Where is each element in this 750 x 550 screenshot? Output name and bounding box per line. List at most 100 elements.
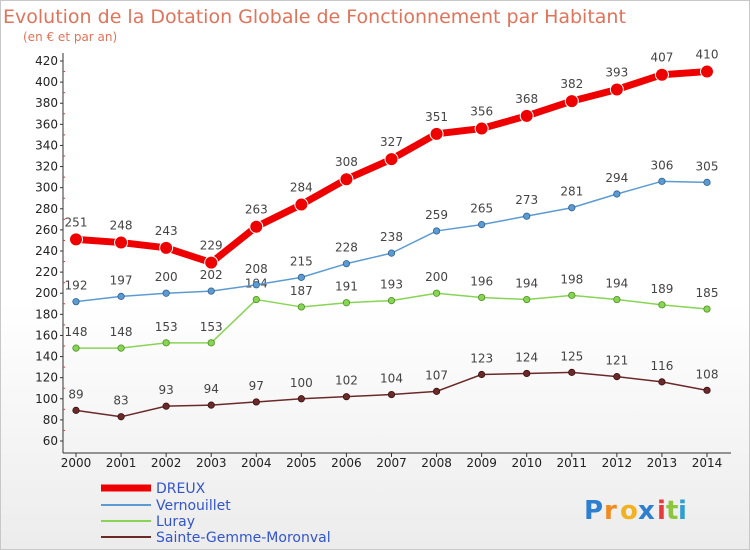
data-point [478,221,486,229]
data-label: 407 [650,51,673,65]
y-tick-label: 240 [35,244,58,258]
data-point [703,305,711,313]
logo-letter: x [638,496,655,526]
data-label: 121 [605,354,628,368]
data-point [609,82,624,97]
data-point [339,172,354,187]
data-label: 185 [696,286,719,300]
data-label: 153 [155,320,178,334]
data-point [249,219,264,234]
data-point [252,295,260,304]
data-point [654,67,669,82]
data-label: 251 [65,215,88,229]
data-point [523,212,531,220]
data-point [700,64,714,79]
data-point [207,401,215,409]
logo-letter: i [678,496,687,526]
data-point [523,295,531,304]
data-label: 410 [696,48,719,62]
data-point [658,301,666,309]
data-label: 102 [335,374,358,388]
data-point [114,235,129,250]
data-point [117,413,125,421]
x-tick-label: 2012 [602,456,633,470]
data-label: 294 [605,171,628,185]
data-point [568,291,576,299]
logo-letter: o [620,496,638,526]
data-point [297,303,305,311]
data-label: 194 [515,277,538,291]
x-tick-label: 2006 [331,456,362,470]
data-label: 306 [650,158,673,172]
y-tick-label: 140 [35,350,58,364]
axes: 60 80 100 120 140 160 180 200 220 240 260 280 300 320… [35,53,731,470]
data-point [384,152,399,167]
data-point [613,190,621,198]
x-tick-label: 2003 [196,456,227,470]
data-point [523,369,531,378]
data-point [478,293,486,302]
data-label: 248 [110,219,133,233]
data-label: 153 [200,320,223,334]
data-label: 89 [68,387,83,401]
x-tick-label: 2004 [241,456,272,470]
data-label: 123 [470,352,493,366]
plot-area: 89 83 93 94 97 100 102 104 107 123 124 125 121 116 108… [65,48,719,421]
data-point [387,297,396,305]
x-tick-label: 2005 [286,456,317,470]
data-label: 94 [204,382,219,396]
data-point [117,292,125,300]
data-label: 93 [159,383,174,397]
data-point [387,390,396,399]
data-label: 273 [515,193,538,207]
data-point [613,373,621,381]
data-point [252,398,260,406]
data-point [432,227,441,235]
data-point [429,126,444,141]
data-label: 197 [110,273,133,287]
data-point [568,368,576,376]
data-point [658,378,666,386]
logo-letter: t [666,496,678,526]
data-label: 215 [290,254,313,268]
data-label: 327 [380,135,403,149]
data-point [432,289,441,297]
data-label: 198 [560,272,583,286]
y-tick-label: 100 [35,392,58,406]
data-label: 100 [290,376,313,390]
x-tick-label: 2007 [376,456,407,470]
y-tick-label: 260 [35,223,58,237]
data-label: 189 [650,282,673,296]
y-tick-label: 120 [35,371,58,385]
data-label: 368 [515,92,538,106]
data-label: 243 [155,224,178,238]
data-point [478,370,486,379]
data-point [204,255,219,270]
data-label: 191 [335,280,358,294]
legend: DREUXVernouilletLuraySainte-Gemme-Moronv… [101,481,331,546]
data-label: 382 [560,77,583,91]
x-tick-label: 2014 [692,456,723,470]
data-point [252,281,260,289]
y-tick-label: 340 [35,138,58,152]
data-label: 107 [425,368,448,382]
data-point [342,393,351,401]
data-point [72,406,80,414]
y-tick-label: 200 [35,286,58,300]
x-tick-label: 2009 [466,456,497,470]
data-label: 308 [335,155,358,169]
data-label: 108 [696,367,719,381]
logo-letter: P [584,496,603,526]
data-label: 259 [425,208,448,222]
data-point [297,273,305,281]
data-label: 97 [249,379,264,393]
data-label: 200 [155,270,178,284]
data-point [703,178,711,186]
legend-label: Luray [156,514,195,530]
logo-letter: i [657,496,666,526]
data-point [117,344,125,352]
data-label: 263 [245,203,268,217]
